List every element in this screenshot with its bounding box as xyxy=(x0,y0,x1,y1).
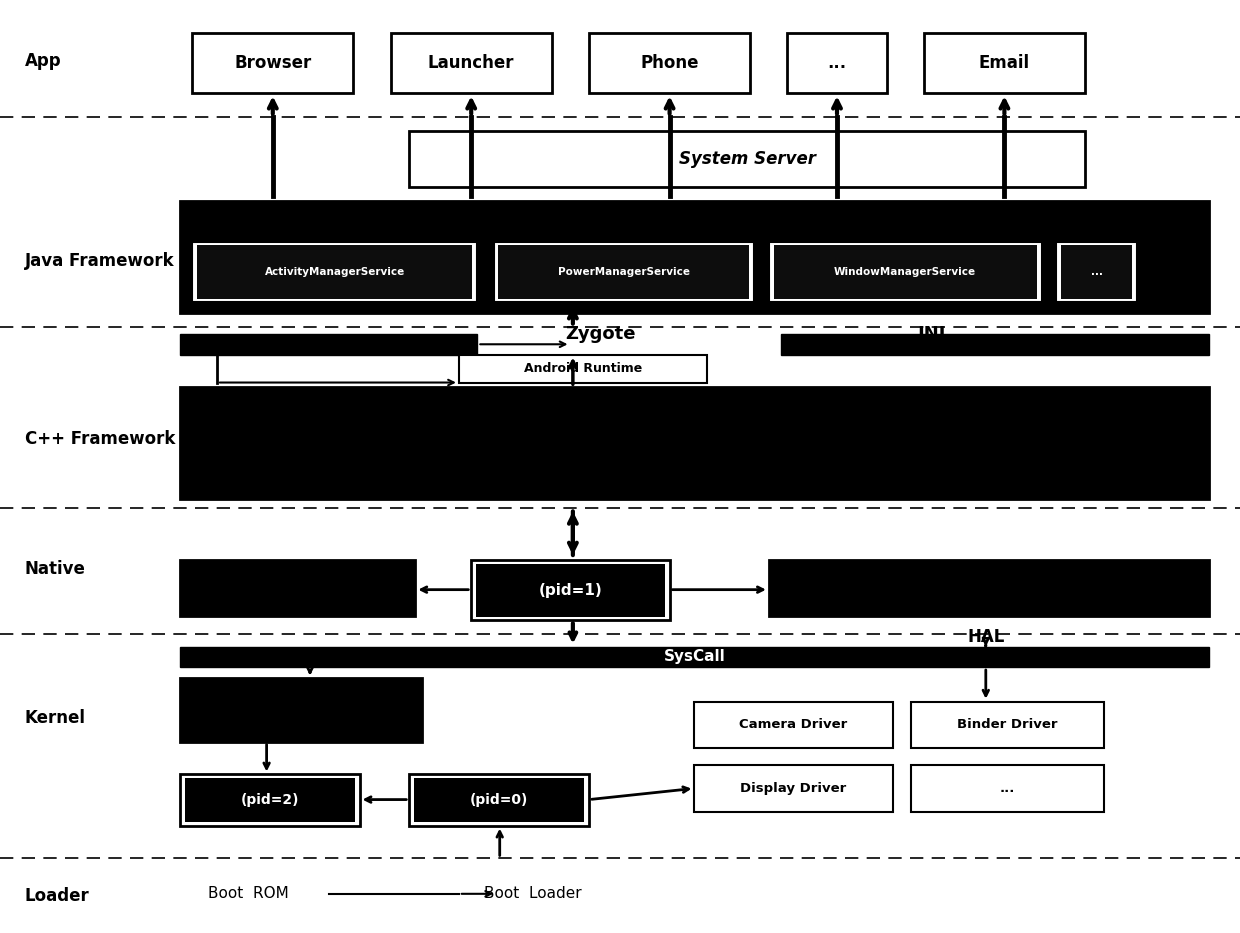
Bar xyxy=(589,33,750,93)
Text: ...: ... xyxy=(827,54,847,72)
Bar xyxy=(180,678,422,742)
Text: JNI: JNI xyxy=(919,326,946,343)
Bar xyxy=(769,242,1042,302)
Bar xyxy=(409,774,589,826)
Bar xyxy=(409,131,1085,187)
Bar xyxy=(197,245,472,299)
Text: WindowManagerService: WindowManagerService xyxy=(835,267,976,277)
Text: Boot  Loader: Boot Loader xyxy=(485,886,582,901)
Bar xyxy=(459,355,707,383)
Text: ...: ... xyxy=(999,782,1016,795)
Text: Display Driver: Display Driver xyxy=(740,782,847,795)
Bar xyxy=(185,778,355,822)
Text: Java Framework: Java Framework xyxy=(25,252,175,271)
Bar xyxy=(774,245,1037,299)
Text: (pid=2): (pid=2) xyxy=(241,793,299,807)
Text: ...: ... xyxy=(1091,267,1102,277)
Text: Phone: Phone xyxy=(640,54,699,72)
Text: (pid=0): (pid=0) xyxy=(470,793,528,807)
Text: (pid=1): (pid=1) xyxy=(538,582,603,598)
Text: Binder Driver: Binder Driver xyxy=(957,718,1058,731)
Text: Loader: Loader xyxy=(25,886,89,905)
Bar xyxy=(391,33,552,93)
Bar xyxy=(180,334,477,355)
Text: App: App xyxy=(25,51,62,70)
Bar xyxy=(1056,242,1137,302)
Bar xyxy=(694,765,893,812)
Bar xyxy=(180,560,415,616)
Bar xyxy=(414,778,584,822)
Text: Zygote: Zygote xyxy=(565,326,635,343)
Text: Email: Email xyxy=(978,54,1030,72)
Text: HAL: HAL xyxy=(967,628,1004,646)
Bar xyxy=(1061,245,1132,299)
Text: System Server: System Server xyxy=(678,149,816,168)
Text: Native: Native xyxy=(25,560,86,578)
Text: Android Runtime: Android Runtime xyxy=(523,362,642,375)
Bar xyxy=(924,33,1085,93)
Bar xyxy=(180,201,1209,313)
Text: Launcher: Launcher xyxy=(428,54,515,72)
Bar xyxy=(769,560,1209,616)
Bar xyxy=(180,387,1209,499)
Bar xyxy=(498,245,749,299)
Text: Kernel: Kernel xyxy=(25,709,86,728)
Text: ActivityManagerService: ActivityManagerService xyxy=(264,267,405,277)
Bar xyxy=(911,702,1104,748)
Bar xyxy=(476,564,665,617)
Bar xyxy=(494,242,754,302)
Text: Browser: Browser xyxy=(234,54,311,72)
Bar xyxy=(180,647,1209,667)
Bar xyxy=(911,765,1104,812)
Text: C++ Framework: C++ Framework xyxy=(25,429,175,448)
Bar xyxy=(192,33,353,93)
Bar xyxy=(694,702,893,748)
Bar xyxy=(192,242,477,302)
Text: PowerManagerService: PowerManagerService xyxy=(558,267,689,277)
Bar xyxy=(471,560,670,620)
Text: Boot  ROM: Boot ROM xyxy=(207,886,289,901)
Bar xyxy=(787,33,887,93)
Text: SysCall: SysCall xyxy=(663,649,725,664)
Bar xyxy=(781,334,1209,355)
Text: Camera Driver: Camera Driver xyxy=(739,718,848,731)
Bar xyxy=(180,774,360,826)
